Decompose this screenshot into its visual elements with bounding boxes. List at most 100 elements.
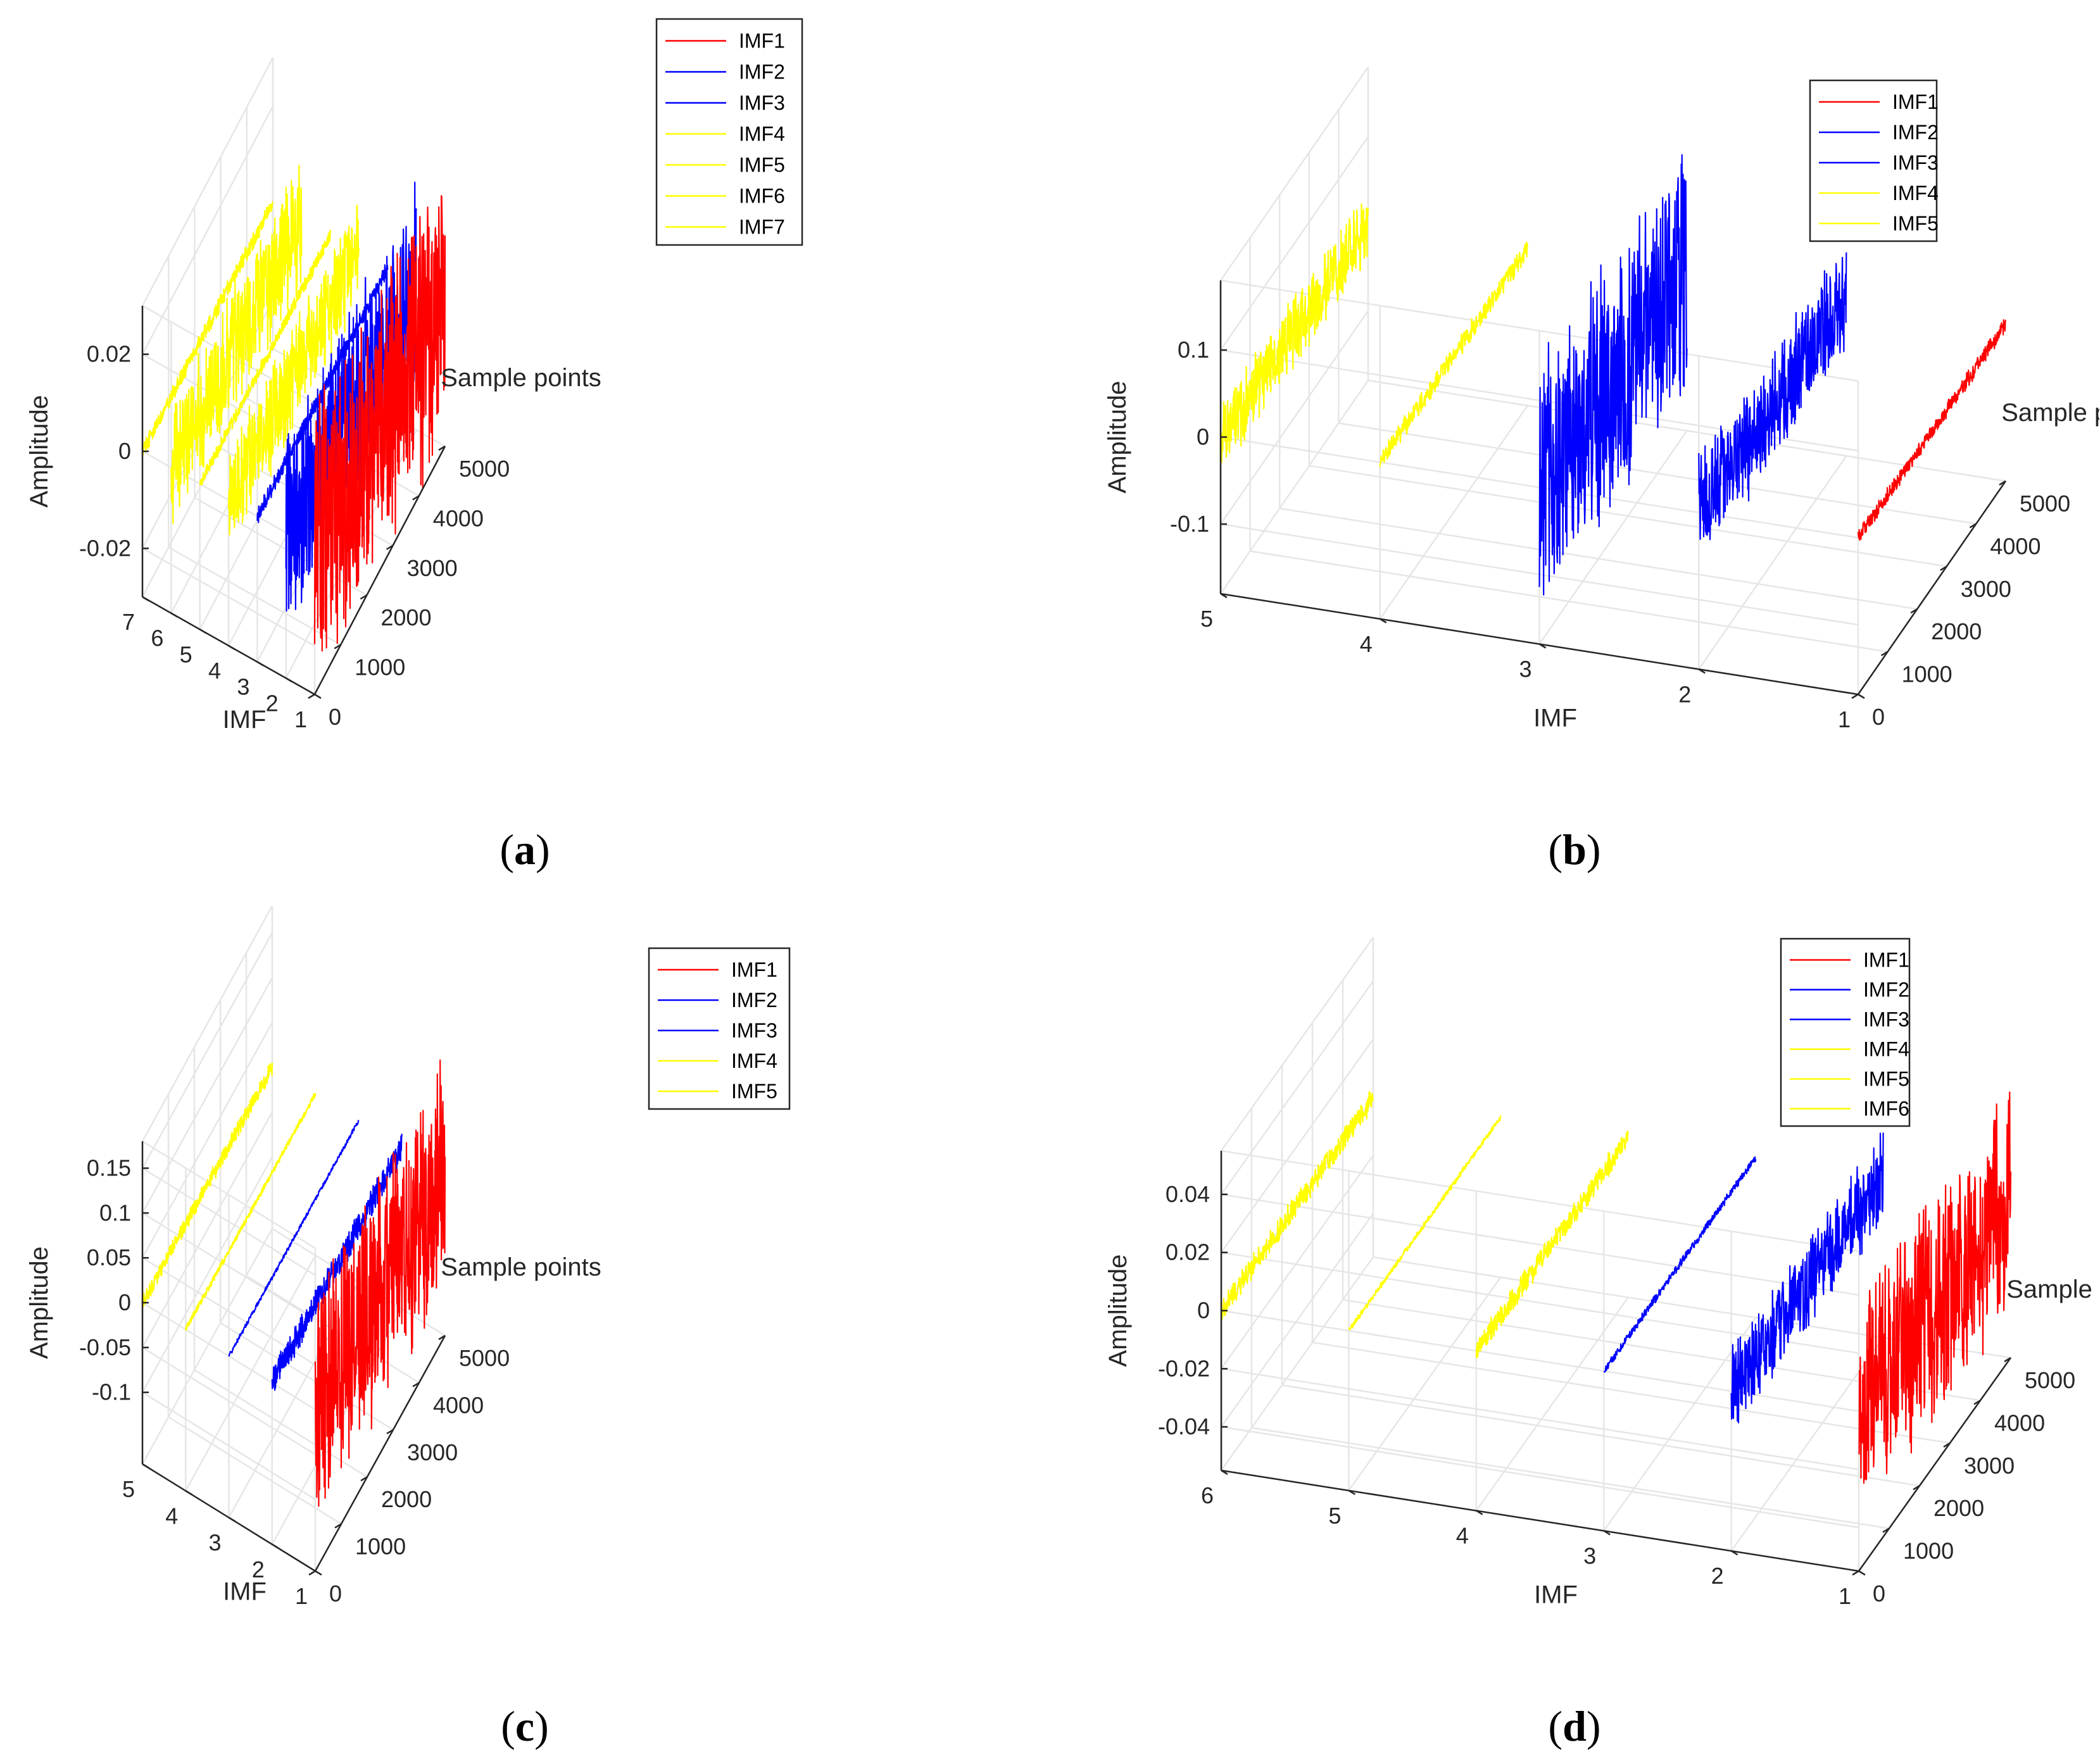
y-tick-label: 1 (1838, 706, 1851, 732)
x-tick-label: 0 (329, 704, 341, 730)
series-imf2-line (1730, 1132, 1884, 1424)
z-tick-label: -0.02 (79, 535, 131, 561)
y-tick-label: 3 (208, 1530, 221, 1556)
chart-d-series (1220, 1091, 2012, 1484)
series-imf6-line (170, 165, 303, 525)
y-tick-label: 1 (1839, 1583, 1851, 1609)
series-imf6-line (1220, 1091, 1374, 1320)
z-tick-label: 0 (1197, 424, 1209, 450)
chart-a-legend: IMF1 IMF2 IMF3 IMF4 IMF5 IMF6 IMF7 (655, 18, 803, 246)
chart-panel-b: 0 1000 2000 3000 4000 5000 1 2 3 4 5 -0.1 0 0.1 Sample… (1050, 0, 2099, 877)
x-tick-label: 2000 (380, 605, 431, 630)
series-imf4-line (227, 204, 360, 536)
y-tick-label: 2 (266, 690, 279, 716)
chart-b-ticks: 0 1000 2000 3000 4000 5000 1 2 3 4 5 -0.1 0 0.1 (1170, 337, 2070, 732)
x-tick-label: 3000 (407, 555, 458, 581)
y-tick-label: 3 (237, 674, 249, 700)
x-tick-label: 1000 (355, 655, 405, 680)
chart-b-svg: 0 1000 2000 3000 4000 5000 1 2 3 4 5 -0.1 0 0.1 Sample… (1103, 66, 2099, 874)
legend-entry-imf4: IMF4 (731, 1049, 777, 1072)
y-axis-label: IMF (1534, 1581, 1578, 1609)
series-imf2-line (1698, 252, 1847, 541)
x-tick-label: 0 (1872, 704, 1885, 730)
x-tick-label: 4000 (433, 1392, 484, 1418)
panel-caption: (c) (501, 1702, 549, 1750)
x-tick-label: 4000 (1994, 1410, 2045, 1436)
y-tick-label: 6 (151, 625, 163, 651)
legend-entry-imf1: IMF1 (731, 958, 777, 981)
legend-entry-imf3: IMF3 (739, 92, 785, 115)
chart-c-legend: IMF1 IMF2 IMF3 IMF4 IMF5 (648, 947, 791, 1110)
y-tick-label: 4 (208, 658, 221, 684)
series-imf4-line (1379, 241, 1528, 467)
series-imf3-line (1538, 154, 1688, 596)
panel-caption: (b) (1548, 825, 1600, 874)
series-imf4-line (1475, 1131, 1629, 1359)
legend-entry-imf3: IMF3 (731, 1019, 777, 1042)
x-tick-label: 4000 (433, 505, 484, 531)
series-imf1-line (1857, 319, 2007, 541)
legend-entry-imf2: IMF2 (1892, 121, 1939, 144)
x-axis-label: Sample points (2001, 399, 2099, 427)
x-tick-label: 2000 (1931, 618, 1982, 644)
legend-entry-imf5: IMF5 (1892, 212, 1939, 235)
z-tick-label: 0.02 (87, 341, 131, 367)
legend-entry-imf6: IMF6 (1863, 1098, 1909, 1120)
series-imf4-line (185, 1093, 317, 1331)
chart-c-ticks: 0 1000 2000 3000 4000 5000 1 2 3 4 5 -0.1 -0.05 0 0.05… (79, 1155, 510, 1610)
y-tick-label: 3 (1583, 1543, 1596, 1569)
z-tick-label: 0.02 (1166, 1239, 1210, 1265)
z-tick-label: 0.05 (87, 1244, 131, 1270)
x-tick-label: 4000 (1990, 533, 2040, 559)
y-tick-label: 1 (295, 1583, 308, 1609)
z-tick-label: -0.1 (1170, 511, 1209, 537)
series-imf5-line (141, 1062, 274, 1308)
z-tick-label: -0.05 (79, 1334, 131, 1360)
legend-entry-imf4: IMF4 (1863, 1038, 1909, 1061)
x-tick-label: 3000 (1961, 576, 2011, 602)
y-tick-label: 3 (1519, 656, 1531, 682)
chart-c-series (141, 1059, 446, 1507)
y-tick-label: 5 (1200, 606, 1213, 632)
z-tick-label: -0.02 (1158, 1355, 1210, 1381)
x-tick-label: 0 (1873, 1581, 1885, 1607)
series-imf1-line (313, 195, 446, 652)
legend-entry-imf5: IMF5 (731, 1080, 777, 1103)
x-axis-label: Sample points (2006, 1275, 2099, 1303)
chart-panel-c: 0 1000 2000 3000 4000 5000 1 2 3 4 5 -0.1 -0.05 0 0.05… (0, 877, 1050, 1753)
x-tick-label: 1000 (1902, 661, 1952, 687)
legend-entry-imf7: IMF7 (739, 216, 785, 239)
series-imf5-line (1219, 203, 1369, 463)
y-tick-label: 2 (1711, 1563, 1724, 1589)
series-imf1-line (1858, 1091, 2012, 1484)
chart-d-svg: 0 1000 2000 3000 4000 5000 1 2 3 4 5 6 -0.04 -0.02 0 0.… (1104, 937, 2099, 1750)
legend-entry-imf2: IMF2 (739, 61, 785, 84)
y-axis-label: IMF (223, 706, 267, 734)
series-imf3-line (1603, 1156, 1757, 1373)
legend-entry-imf2: IMF2 (1863, 979, 1909, 1001)
legend-entry-imf5: IMF5 (739, 154, 785, 177)
y-tick-label: 7 (122, 609, 135, 635)
x-axis-label: Sample points (441, 364, 601, 392)
x-tick-label: 1000 (355, 1534, 406, 1560)
chart-panel-d: 0 1000 2000 3000 4000 5000 1 2 3 4 5 6 -0.04 -0.02 0 0.… (1050, 877, 2099, 1753)
x-tick-label: 2000 (381, 1486, 432, 1512)
z-axis-label: Amplitude (1103, 381, 1131, 494)
z-axis-label: Amplitude (25, 395, 53, 508)
chart-c-svg: 0 1000 2000 3000 4000 5000 1 2 3 4 5 -0.1 -0.05 0 0.05… (25, 905, 791, 1750)
legend-entry-imf3: IMF3 (1892, 151, 1939, 174)
chart-a-series (141, 165, 446, 652)
x-tick-label: 5000 (459, 456, 510, 482)
y-tick-label: 4 (1360, 631, 1373, 657)
legend-entry-imf1: IMF1 (1892, 91, 1939, 113)
x-tick-label: 5000 (459, 1345, 510, 1371)
legend-entry-imf4: IMF4 (739, 123, 785, 146)
z-axis-label: Amplitude (25, 1246, 53, 1359)
z-tick-label: 0 (118, 438, 131, 464)
legend-entry-imf4: IMF4 (1892, 182, 1939, 204)
legend-entry-imf2: IMF2 (731, 989, 777, 1012)
y-tick-label: 2 (1678, 681, 1691, 707)
y-tick-label: 2 (252, 1557, 265, 1582)
